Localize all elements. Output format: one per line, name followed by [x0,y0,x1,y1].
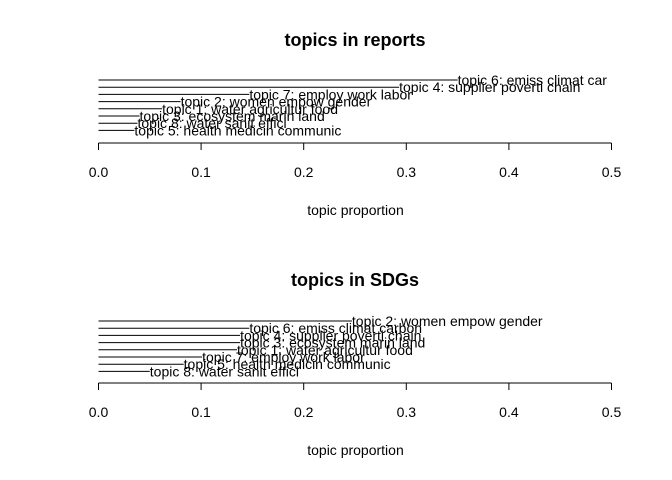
bar-label: topic 1: water agricultur food [162,101,338,117]
chart-panel-1: topics in reports topic 6: emiss climat c… [89,30,622,218]
bar-label: topic 4: supplier poverti chain [240,327,421,343]
x-tick-label: 0.1 [191,164,211,180]
bar-label: topic 1: water agricultur food [237,342,413,358]
bar-label: topic 7: employ work labor [249,86,412,102]
x-axis-label: topic proportion [307,442,404,458]
x-tick-label: 0.2 [294,404,314,420]
bar-label: topic 7: employ work labor [202,349,365,365]
x-axis-label: topic proportion [307,202,404,218]
x-tick-label: 0.4 [499,164,519,180]
bar-label: topic 6: emiss climat carbon [249,320,422,336]
x-tick-label: 0.5 [602,404,622,420]
chart-title: topics in SDGs [291,270,419,290]
x-tick-label: 0.0 [89,164,109,180]
x-tick-label: 0.1 [191,404,211,420]
x-tick-label: 0.5 [602,164,622,180]
bar-label: topic 3: ecosystem marin land [140,108,325,124]
x-tick-label: 0.0 [89,404,109,420]
chart-panel-2: topics in SDGs topic 2: women empow gende… [89,270,622,458]
x-tick-label: 0.4 [499,404,519,420]
bar-label: topic 2: women empow gender [352,313,543,329]
x-tick-label: 0.3 [397,164,417,180]
x-tick-label: 0.3 [397,404,417,420]
bar-label: topic 6: emiss climat car [458,72,608,88]
bar-label: topic 5: health medicin communic [184,356,391,372]
x-tick-label: 0.2 [294,164,314,180]
bar-label: topic 4: supplier poverti chain [399,79,580,95]
bar-label: topic 8: water sanit effici [137,115,286,131]
bar-label: topic 8: water sanit effici [150,363,299,379]
chart-title: topics in reports [284,30,425,50]
bar-label: topic 3: ecosystem marin land [240,335,425,351]
bar-label: topic 5: health medicin communic [134,122,341,138]
bar-label: topic 2: women empow gender [181,94,372,110]
